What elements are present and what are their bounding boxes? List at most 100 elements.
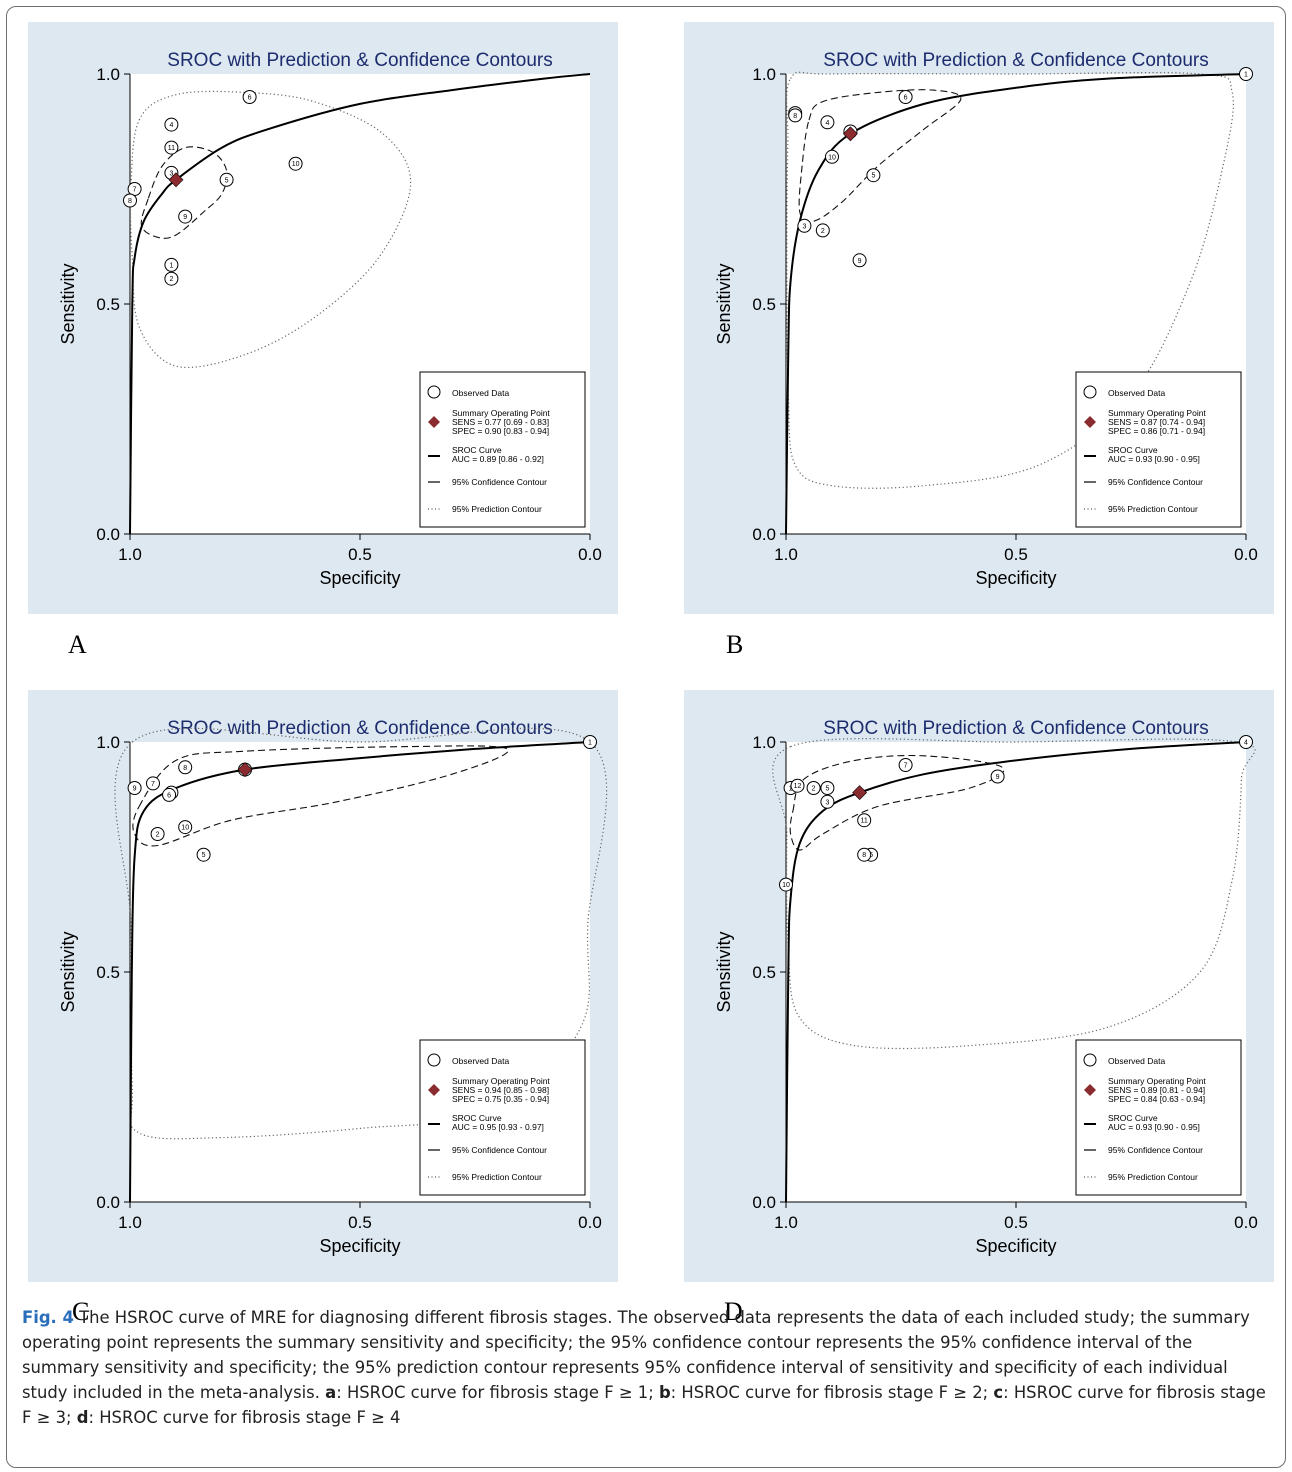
legend-summary-label: Summary Operating Point [452,408,550,418]
x-tick-label: 0.5 [348,545,372,564]
study-label: 8 [183,765,187,772]
study-point: 7 [146,776,160,791]
legend-summary-label: Summary Operating Point [1108,1076,1206,1086]
legend-box [419,371,586,528]
study-label: 10 [782,882,790,889]
legend-spec-label: SPEC = 0.90 [0.83 - 0.94] [452,426,549,436]
summary-operating-point [168,172,184,188]
caption-key-a: a [325,1383,337,1402]
figure-frame [6,6,1286,1468]
legend-summary-symbol [428,1084,440,1096]
summary-operating-point [842,126,858,142]
panel-letter-a: A [68,630,87,659]
chart-title: SROC with Prediction & Confidence Contou… [167,50,552,71]
legend-summary-label: Summary Operating Point [452,1076,550,1086]
x-axis-label: Specificity [319,568,400,588]
study-point: 10 [825,149,839,164]
study-point: 5 [866,168,881,183]
study-circle [242,90,257,104]
panel-c: SROC with Prediction & Confidence Contou… [28,690,618,1282]
legend-prediction-label: 95% Prediction Contour [452,1172,542,1182]
study-point: 1 [164,257,179,272]
legend-sens-label: SENS = 0.94 [0.85 - 0.98] [452,1085,549,1095]
study-label: 5 [871,173,875,180]
legend: Observed Data Summary Operating PointSENS… [419,1039,586,1196]
panel-letter-b: B [726,630,744,659]
study-point: 9 [990,769,1005,784]
y-tick-label: 0.0 [752,525,776,544]
study-circle [162,787,177,802]
study-point: 8 [857,847,872,862]
y-tick-label: 1.0 [752,65,776,84]
study-circle [164,117,179,132]
study-circle [146,776,160,791]
study-point: 2 [806,781,821,795]
chart-title: SROC with Prediction & Confidence Contou… [823,50,1208,71]
study-circle [779,877,793,892]
study-point: 2 [150,827,165,841]
y-axis-label: Sensitivity [58,931,78,1012]
study-label: 3 [802,223,806,230]
confidence-contour [789,754,1005,851]
y-tick-label: 0.0 [96,1193,120,1212]
study-circle [1239,67,1253,81]
study-point: 9 [127,781,142,795]
study-point: 8 [178,760,193,775]
study-label: 10 [828,154,836,161]
study-circle [857,847,872,862]
study-label: 2 [812,786,816,793]
study-point: 4 [1239,735,1253,749]
confidence-contour [132,745,509,847]
study-label: 8 [128,198,132,205]
legend-prediction-label: 95% Prediction Contour [452,504,542,514]
legend-confidence-label: 95% Confidence Contour [452,477,547,487]
study-point: 2 [164,271,179,286]
study-label: 2 [156,832,160,839]
study-point: 8 [123,193,137,208]
sroc-chart-a: SROC with Prediction & Confidence Contou… [58,50,602,588]
y-tick-label: 1.0 [96,65,120,84]
study-circle [857,813,872,828]
legend-summary-symbol [1084,416,1096,428]
study-point: 6 [162,787,177,802]
study-circle [788,108,803,123]
legend-prediction-label: 95% Prediction Contour [1108,504,1198,514]
panel-letter-d: D [724,1297,743,1326]
study-label: 9 [858,258,862,265]
study-circle [1239,735,1253,749]
legend-box [1075,1039,1242,1196]
legend: Observed Data Summary Operating PointSENS… [1075,1039,1242,1196]
prediction-contour [772,738,1256,1050]
study-point: 2 [815,223,830,238]
study-point: 10 [288,156,303,171]
study-circle [806,781,821,795]
study-circle [288,156,303,171]
legend: Observed Data Summary Operating PointSENS… [1075,371,1242,528]
study-label: 1 [169,262,173,269]
legend-sens-label: SENS = 0.87 [0.74 - 0.94] [1108,417,1205,427]
prediction-contour [129,90,412,369]
y-axis-label: Sensitivity [58,263,78,344]
study-circle [797,218,812,233]
study-label: 3 [825,799,829,806]
study-point: 5 [820,781,835,795]
study-circle [178,209,193,224]
study-circle [123,193,137,208]
x-tick-label: 0.0 [1234,545,1258,564]
study-label: 4 [1244,740,1248,747]
sroc-curve [785,741,1247,1203]
legend-box [419,1039,586,1196]
x-tick-label: 0.0 [1234,1213,1258,1232]
caption-key-d: d [76,1408,89,1427]
study-circle [825,149,839,164]
legend-auc-label: AUC = 0.95 [0.93 - 0.97] [452,1122,544,1132]
study-circle [219,172,234,187]
y-tick-label: 0.5 [96,963,120,982]
study-point: 7 [898,758,913,772]
study-label: 6 [869,852,873,859]
panel-letter-c: C [72,1297,90,1326]
legend-spec-label: SPEC = 0.86 [0.71 - 0.94] [1108,426,1205,436]
study-circle [820,781,835,795]
study-point: 5 [196,847,211,862]
caption-key-c: c [993,1383,1004,1402]
